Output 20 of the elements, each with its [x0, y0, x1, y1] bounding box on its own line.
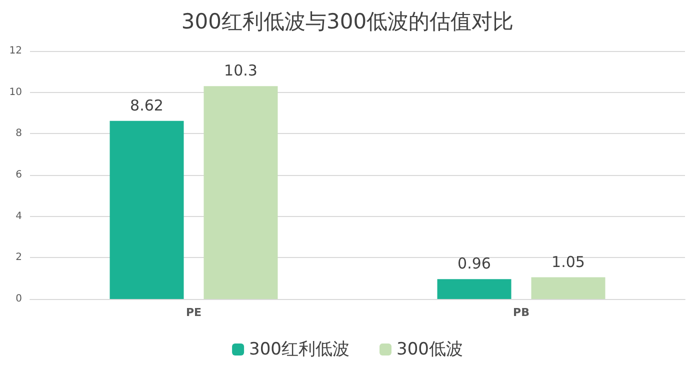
x-tick-label: PE	[186, 306, 202, 319]
bar	[110, 120, 184, 299]
y-tick-label: 10	[9, 86, 22, 98]
data-label: 10.3	[224, 62, 258, 80]
legend-label: 300红利低波	[249, 340, 350, 360]
y-tick-label: 0	[16, 294, 22, 304]
bar	[531, 277, 606, 299]
y-tick-label: 8	[16, 128, 22, 140]
data-label: 1.05	[552, 252, 585, 271]
bar	[204, 86, 278, 299]
data-label: 0.96	[458, 254, 491, 273]
chart-title: 300红利低波与300低波的估值对比	[181, 10, 514, 34]
legend-label: 300低波	[396, 340, 463, 360]
data-label: 8.62	[130, 96, 164, 114]
bar	[437, 279, 512, 299]
x-tick-label: PB	[513, 306, 530, 319]
y-tick-label: 6	[16, 170, 22, 180]
y-tick-label: 12	[9, 46, 22, 56]
y-tick-label: 4	[16, 210, 22, 222]
y-tick-label: 2	[16, 252, 22, 264]
